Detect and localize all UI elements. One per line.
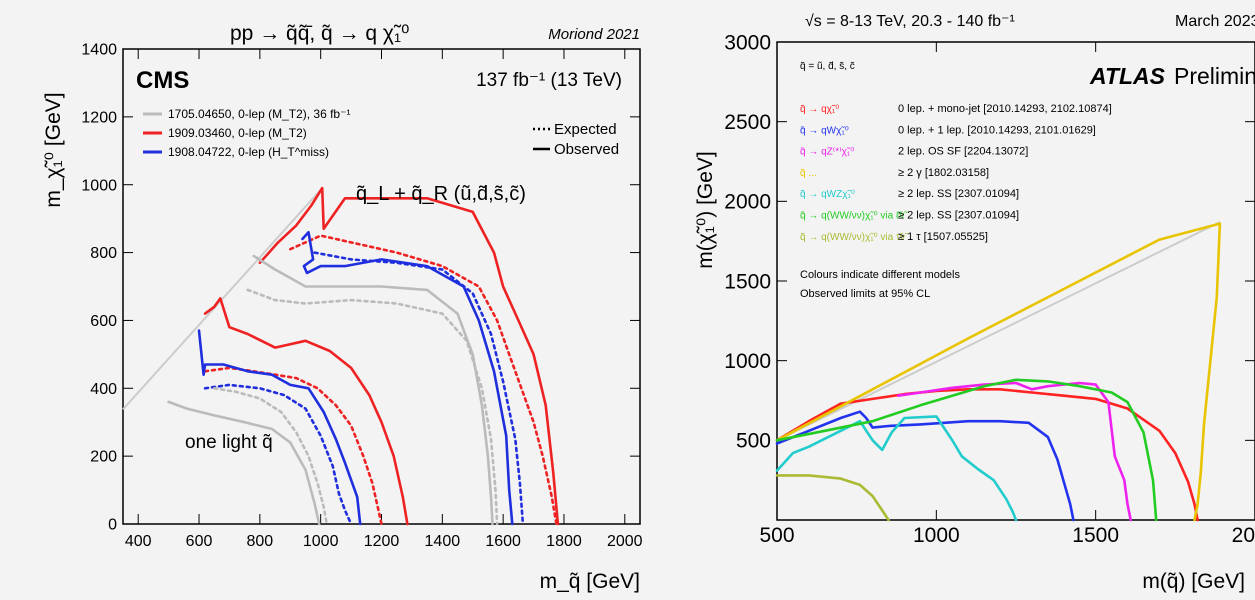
- y-tick-label: 3000: [724, 31, 771, 54]
- legend-label-0: 0 lep. + mono-jet [2010.14293, 2102.1087…: [898, 103, 1112, 115]
- x-tick-label: 1600: [485, 533, 521, 550]
- legend-label-2: 2 lep. OS SF [2204.13072]: [898, 146, 1028, 158]
- series-line-8: [252, 254, 494, 526]
- legend-label-1: 1909.03460, 0-lep (M_T2): [168, 126, 307, 140]
- experiment-label: ATLAS: [1089, 63, 1166, 89]
- series-line-3: [775, 222, 1222, 522]
- x-tick-label: 1200: [364, 533, 400, 550]
- y-tick-label: 1000: [724, 350, 771, 373]
- kinematic-boundary: [122, 187, 323, 410]
- date-label: March 2023: [1175, 13, 1255, 30]
- series-line-6: [775, 474, 890, 522]
- legend-label-6: ≥ 1 τ [1507.05525]: [898, 231, 988, 243]
- series-line-5: [775, 378, 1158, 522]
- legend-header: q̃ = ũ, d̃, s̃, c̃: [800, 61, 855, 72]
- series-line-5: [313, 251, 525, 526]
- series-line-2: [203, 297, 409, 526]
- y-tick-label: 400: [90, 381, 117, 398]
- kinematic-boundary: [776, 221, 1221, 442]
- y-tick-label: 1500: [724, 270, 771, 293]
- series-line-4: [301, 230, 514, 526]
- x-tick-label: 1400: [425, 533, 461, 550]
- legend-decay-5: q̃ → q(WW/νν)χ̃₁⁰ via ℓ̃ν̃: [800, 211, 908, 222]
- legend-label-0: 1705.04650, 0-lep (M_T2), 36 fb⁻¹: [168, 107, 350, 121]
- y-tick-label: 1000: [81, 177, 117, 194]
- x-tick-label: 400: [125, 533, 152, 550]
- series-line-1: [288, 234, 558, 526]
- x-tick-label: 1000: [303, 533, 339, 550]
- series-line-2: [896, 381, 1132, 522]
- annotation-model: q̃_L + q̃_R (ũ,d̃,s̃,c̃): [356, 183, 526, 205]
- chart-title: pp → q̃q̃̄, q̃ → q χ̃₁⁰: [230, 22, 409, 45]
- legend-decay-4: q̃ → qWZχ̃₁⁰: [800, 189, 855, 200]
- series-line-9: [246, 288, 499, 526]
- legend-decay-1: q̃ → qWχ̃₁⁰: [800, 125, 849, 136]
- legend-label-5: ≥ 2 lep. SS [2307.01094]: [898, 210, 1019, 222]
- experiment-suffix: Preliminary: [1174, 63, 1255, 89]
- y-axis-label: m_χ̃₁⁰ [GeV]: [42, 92, 65, 207]
- y-tick-label: 600: [90, 313, 117, 330]
- x-tick-label: 1000: [913, 524, 960, 547]
- legend-decay-3: q̃ ...: [800, 168, 817, 179]
- series-line-4: [775, 415, 1018, 522]
- y-tick-label: 200: [90, 449, 117, 466]
- x-tick-label: 2000: [1232, 524, 1255, 547]
- series-line-11: [212, 386, 329, 526]
- y-tick-label: 0: [108, 517, 117, 534]
- note-0: Colours indicate different models: [800, 269, 960, 281]
- x-tick-label: 1500: [1072, 524, 1119, 547]
- chart-panel-0: 400 600 800 1000 1200 1400 1600 1800 2000 0 200 400…: [42, 22, 643, 593]
- date-label: Moriond 2021: [548, 26, 640, 43]
- legend-decay-0: q̃ → qχ̃₁⁰: [800, 104, 839, 115]
- y-tick-label: 1400: [81, 42, 117, 59]
- experiment-label: CMS: [136, 67, 189, 94]
- series-line-10: [167, 400, 321, 526]
- series-line-0: [258, 186, 560, 526]
- chart-title: √s = 8-13 TeV, 20.3 - 140 fb⁻¹: [805, 13, 1015, 30]
- legend-label-2: 1908.04722, 0-lep (H_T^miss): [168, 145, 329, 159]
- y-tick-label: 1200: [81, 109, 117, 126]
- chart-panel-1: 500 1000 1500 2000 500 1000 1500 2000 2500 3000 √s…: [694, 13, 1255, 593]
- legend-decay-6: q̃ → q(WW/νν)χ̃₁⁰ via τ̃ν̃: [800, 232, 909, 243]
- luminosity-label: 137 fb⁻¹ (13 TeV): [476, 70, 622, 91]
- legend-decay-2: q̃ → qZ⁽*⁾χ̃₁⁰: [800, 147, 854, 158]
- x-tick-label: 600: [186, 533, 213, 550]
- legend-label-1: 0 lep. + 1 lep. [2010.14293, 2101.01629]: [898, 124, 1096, 136]
- legend-label-3: ≥ 2 γ [1802.03158]: [898, 167, 989, 179]
- note-1: Observed limits at 95% CL: [800, 288, 930, 300]
- series-line-0: [775, 387, 1199, 522]
- y-tick-label: 2000: [724, 191, 771, 214]
- x-tick-label: 800: [247, 533, 274, 550]
- y-tick-label: 500: [736, 430, 771, 453]
- style-legend-label-0: Expected: [554, 121, 617, 138]
- x-tick-label: 2000: [607, 533, 643, 550]
- series-line-7: [203, 383, 353, 526]
- x-axis-label: m(q̃) [GeV]: [1142, 570, 1245, 593]
- annotation-one-light: one light q̃: [185, 432, 273, 453]
- y-axis-label: m(χ̃₁⁰) [GeV]: [694, 151, 717, 269]
- x-tick-label: 500: [759, 524, 794, 547]
- style-legend-label-1: Observed: [554, 141, 619, 158]
- y-tick-label: 800: [90, 245, 117, 262]
- series-line-1: [775, 410, 1075, 522]
- series-line-6: [197, 329, 362, 526]
- x-tick-label: 1800: [546, 533, 582, 550]
- legend-label-4: ≥ 2 lep. SS [2307.01094]: [898, 188, 1019, 200]
- x-axis-label: m_q̃ [GeV]: [540, 570, 640, 593]
- y-tick-label: 2500: [724, 111, 771, 134]
